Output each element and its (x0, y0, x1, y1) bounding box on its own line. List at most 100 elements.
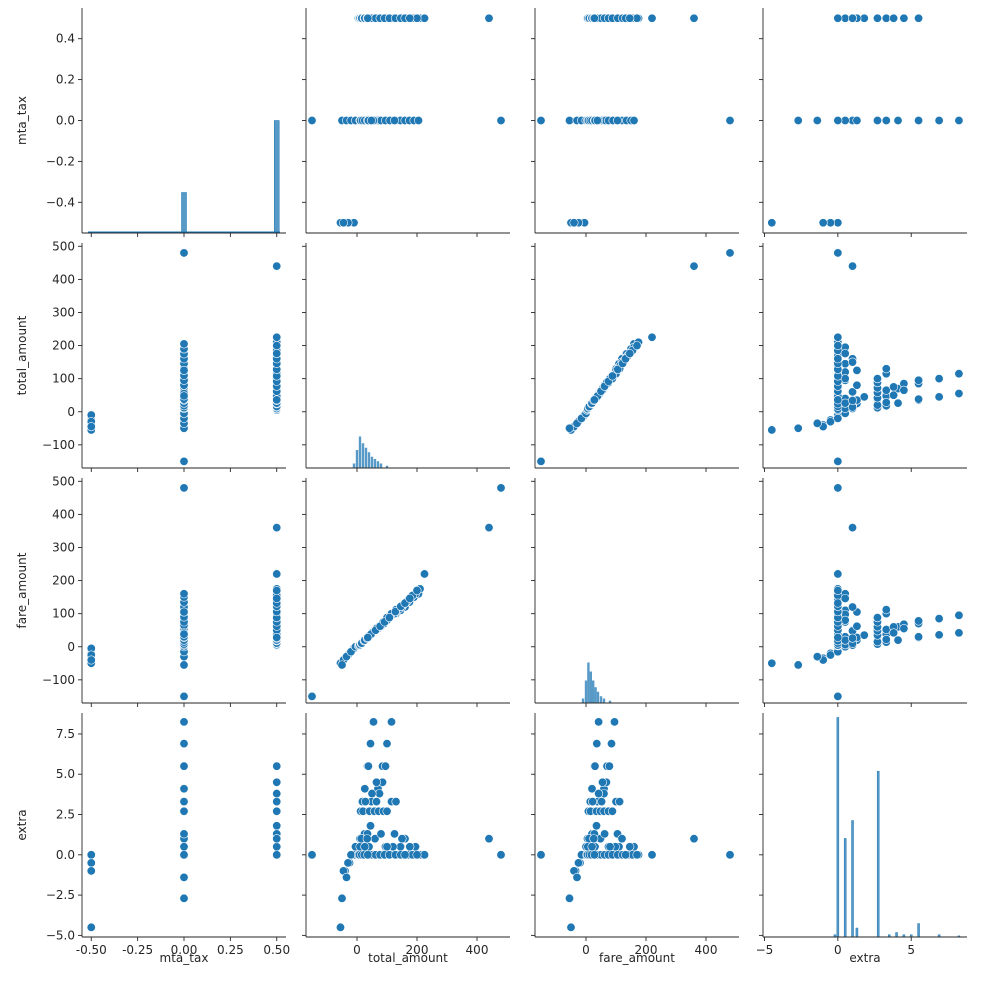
data-point (272, 395, 282, 405)
hist-bar (602, 698, 606, 703)
data-point (625, 842, 635, 852)
y-tick-label: 5.0 (56, 767, 75, 781)
y-tick-label: −100 (42, 438, 75, 452)
hist-bar (358, 436, 362, 468)
data-point (374, 789, 384, 799)
data-point (812, 116, 822, 126)
data-point (368, 717, 378, 727)
data-point (362, 834, 372, 844)
data-point (934, 374, 944, 384)
data-point (852, 380, 862, 390)
y-axis-title: fare_amount (15, 552, 29, 628)
data-point (363, 850, 373, 860)
data-point (852, 116, 862, 126)
data-point (363, 13, 373, 23)
y-tick-label: 300 (52, 540, 75, 554)
x-tick-label: 0.50 (263, 943, 290, 957)
data-point (833, 13, 843, 23)
y-tick-label: 200 (52, 339, 75, 353)
x-tick-label: 400 (695, 943, 718, 957)
x-tick-label: 200 (406, 943, 429, 957)
data-point (954, 116, 964, 126)
data-point (881, 605, 891, 615)
data-point (371, 797, 381, 807)
hist-bar (273, 120, 280, 234)
data-point (272, 332, 282, 342)
data-point (859, 392, 869, 402)
hist-bar (895, 932, 898, 938)
data-point (872, 374, 882, 384)
data-point (613, 364, 623, 374)
y-tick-label: 0 (67, 640, 75, 654)
hist-bar (855, 927, 859, 938)
data-point (386, 717, 396, 727)
data-point (86, 422, 96, 432)
panel-extra-vs-mta_tax: -0.50 -0.25 0.00 0.25 0.50 7.5 5.0 2.5 0.0 −2.5 −5… (46, 713, 290, 957)
data-point (840, 349, 850, 359)
data-point (272, 761, 282, 771)
data-point (272, 821, 282, 831)
data-point (881, 116, 891, 126)
data-point (412, 585, 422, 595)
data-point (625, 349, 635, 359)
y-tick-label: 100 (52, 372, 75, 386)
data-point (419, 569, 429, 579)
data-point (647, 332, 657, 342)
data-point (272, 569, 282, 579)
data-point (419, 13, 429, 23)
data-point (617, 834, 627, 844)
data-point (179, 797, 189, 807)
data-point (872, 613, 882, 623)
data-point (899, 624, 909, 634)
data-point (793, 116, 803, 126)
data-point (833, 456, 843, 466)
hist-bar (594, 687, 597, 703)
panel-extra-vs-fare_amount: 0 200 400 (531, 713, 739, 957)
data-point (86, 655, 96, 665)
panel-extra-vs-total_amount: 0 200 400 (302, 713, 510, 957)
data-point (848, 523, 858, 533)
data-point (689, 261, 699, 271)
data-point (848, 13, 858, 23)
data-point (812, 652, 822, 662)
panel-total_amount-vs-extra (759, 243, 967, 472)
data-point (86, 866, 96, 876)
data-point (604, 761, 614, 771)
data-point (405, 593, 415, 603)
x-tick-label: −5 (756, 943, 774, 957)
data-point (360, 784, 370, 794)
data-point (566, 922, 576, 932)
data-point (848, 602, 858, 612)
data-point (569, 218, 579, 228)
y-tick-label: 2.5 (56, 808, 75, 822)
data-point (179, 607, 189, 617)
data-point (934, 116, 944, 126)
data-point (893, 635, 903, 645)
data-point (335, 922, 345, 932)
data-point (609, 717, 619, 727)
data-point (833, 585, 843, 595)
data-point (647, 13, 657, 23)
data-point (337, 893, 347, 903)
hist-bar (599, 696, 603, 703)
data-point (484, 13, 494, 23)
data-point (934, 630, 944, 640)
data-point (848, 261, 858, 271)
panel-fare_amount-vs-extra (759, 478, 967, 707)
data-point (934, 392, 944, 402)
data-point (689, 834, 699, 844)
data-point (272, 349, 282, 359)
y-tick-label: 0 (67, 405, 75, 419)
data-point (881, 634, 891, 644)
data-point (600, 829, 610, 839)
data-point (954, 628, 964, 638)
hist-bar (379, 463, 383, 468)
x-tick-label: -0.25 (122, 943, 153, 957)
data-point (826, 417, 836, 427)
data-point (625, 13, 635, 23)
data-point (833, 248, 843, 258)
data-point (564, 893, 574, 903)
data-point (272, 797, 282, 807)
data-point (954, 389, 964, 399)
